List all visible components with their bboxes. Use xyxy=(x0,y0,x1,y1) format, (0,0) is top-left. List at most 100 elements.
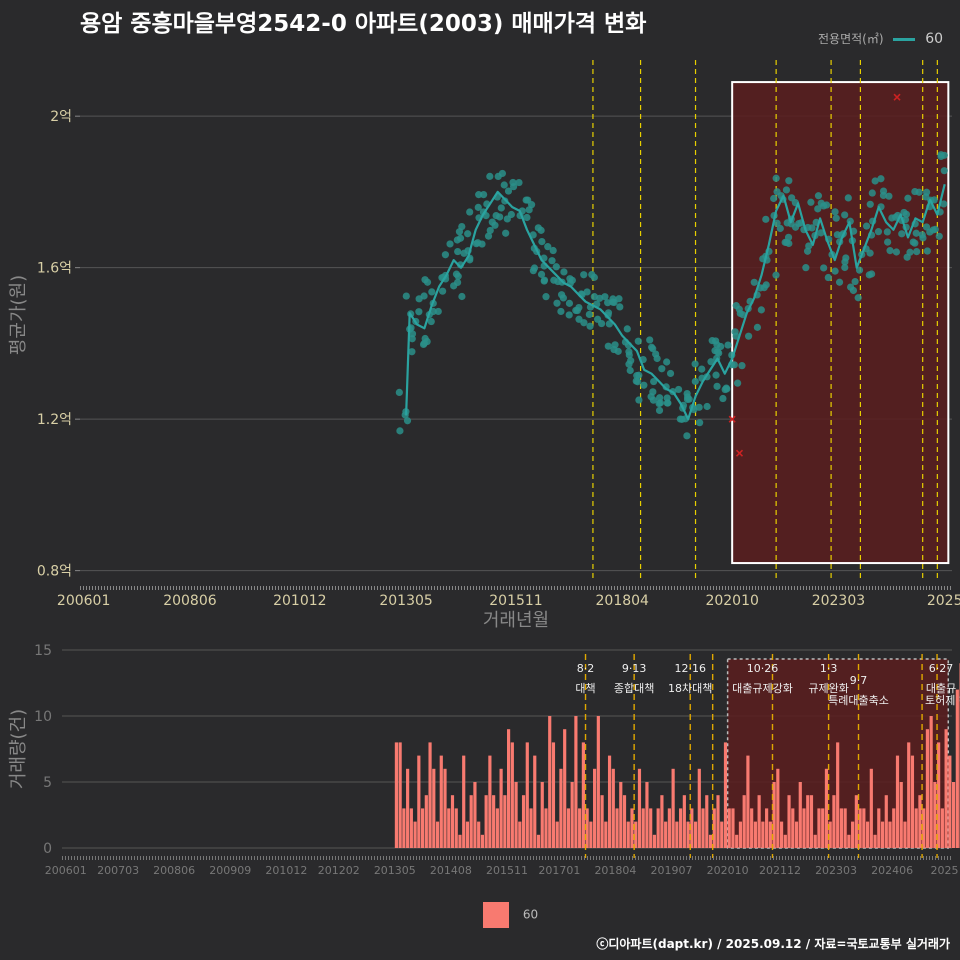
scatter-point xyxy=(458,292,466,301)
scatter-point xyxy=(735,305,743,313)
scatter-point xyxy=(419,340,428,349)
vol-bar xyxy=(824,768,829,848)
scatter-point xyxy=(625,348,633,356)
vol-bar xyxy=(836,742,840,848)
scatter-point xyxy=(940,167,948,175)
scatter-point xyxy=(540,276,549,284)
vol-y-tick-label: 15 xyxy=(34,643,52,659)
scatter-point xyxy=(427,317,435,326)
vol-bar xyxy=(499,768,503,848)
vol-x-tick-label: 202112 xyxy=(759,864,801,877)
scatter-point xyxy=(663,399,671,407)
vol-bar xyxy=(817,808,821,848)
vol-x-tick-label: 2025 xyxy=(931,864,959,877)
scatter-point xyxy=(886,247,894,255)
vol-bar xyxy=(652,834,657,848)
scatter-point xyxy=(683,395,692,404)
vol-bar xyxy=(469,795,473,848)
scatter-point xyxy=(486,172,494,180)
vol-bar xyxy=(563,729,567,848)
scatter-point xyxy=(884,238,892,246)
scatter-point xyxy=(802,264,810,272)
scatter-point xyxy=(940,200,948,208)
vol-bar xyxy=(705,795,709,848)
legend-top-item: 60 xyxy=(925,31,944,47)
vol-bar xyxy=(682,795,686,848)
scatter-point xyxy=(537,226,545,234)
vol-bar xyxy=(450,795,455,848)
scatter-point xyxy=(655,406,664,415)
scatter-point xyxy=(565,311,573,319)
scatter-point xyxy=(423,278,432,286)
scatter-point xyxy=(824,273,832,282)
scatter-point xyxy=(580,271,588,279)
scatter-point xyxy=(474,203,482,211)
vol-bar xyxy=(794,821,799,848)
scatter-point xyxy=(847,283,855,291)
y-tick-label: 1.2억 xyxy=(37,412,72,428)
vol-bar xyxy=(540,782,544,848)
scatter-point xyxy=(484,232,493,240)
policy-date-label: 10·26 xyxy=(747,662,779,675)
y-tick-label: 2억 xyxy=(50,109,72,125)
policy-name-label: 특례대출축소 xyxy=(828,694,889,707)
vol-bar xyxy=(798,782,802,848)
vol-bar xyxy=(937,742,941,848)
vol-bar xyxy=(925,729,930,848)
vol-bar xyxy=(727,808,731,848)
vol-bar xyxy=(637,768,642,848)
scatter-point xyxy=(415,308,423,316)
scatter-point xyxy=(814,205,822,213)
policy-name-label: 토허제 해제 xyxy=(925,693,960,707)
scatter-point xyxy=(454,247,462,256)
scatter-point xyxy=(614,347,622,355)
scatter-point xyxy=(781,238,789,246)
vol-bar xyxy=(768,821,772,848)
vol-bar xyxy=(634,821,638,848)
scatter-point xyxy=(549,246,557,255)
scatter-point xyxy=(883,228,891,236)
vol-bar xyxy=(903,821,907,848)
scatter-point xyxy=(868,189,876,197)
scatter-point xyxy=(666,369,675,378)
vol-bar xyxy=(776,768,780,848)
scatter-point xyxy=(832,214,840,222)
vol-x-tick-label: 201305 xyxy=(374,864,416,877)
vol-bar xyxy=(675,821,679,848)
scatter-point xyxy=(931,225,939,233)
scatter-point xyxy=(408,348,416,356)
vol-bar xyxy=(578,808,582,848)
scatter-point xyxy=(903,253,911,261)
scatter-point xyxy=(844,194,852,202)
vol-bar xyxy=(417,755,421,848)
scatter-point xyxy=(590,293,598,301)
scatter-point xyxy=(586,322,594,330)
scatter-point xyxy=(421,334,429,343)
scatter-point xyxy=(458,222,466,231)
policy-date-label: 9·7 xyxy=(850,674,868,687)
scatter-point xyxy=(572,306,580,315)
vol-bar xyxy=(955,689,959,848)
vol-bar xyxy=(892,808,896,848)
vol-x-tick-label: 201511 xyxy=(486,864,528,877)
scatter-point xyxy=(650,377,658,386)
vol-bar xyxy=(477,821,481,848)
scatter-point xyxy=(655,399,663,408)
scatter-point xyxy=(616,303,624,311)
policy-date-label: 6·27 xyxy=(929,662,954,675)
scatter-point xyxy=(904,194,912,202)
scatter-point xyxy=(497,204,505,212)
vol-bar xyxy=(420,808,425,848)
scatter-point xyxy=(691,360,699,368)
scatter-point xyxy=(913,247,921,256)
scatter-point xyxy=(500,181,508,189)
outlier-marker xyxy=(893,93,901,101)
scatter-point xyxy=(524,196,532,204)
vol-bar xyxy=(518,821,522,848)
scatter-point xyxy=(575,315,583,323)
vol-bar xyxy=(910,755,915,848)
scatter-point xyxy=(402,292,410,300)
vol-bar xyxy=(413,821,417,848)
scatter-point xyxy=(649,345,657,353)
scatter-point xyxy=(695,403,703,411)
